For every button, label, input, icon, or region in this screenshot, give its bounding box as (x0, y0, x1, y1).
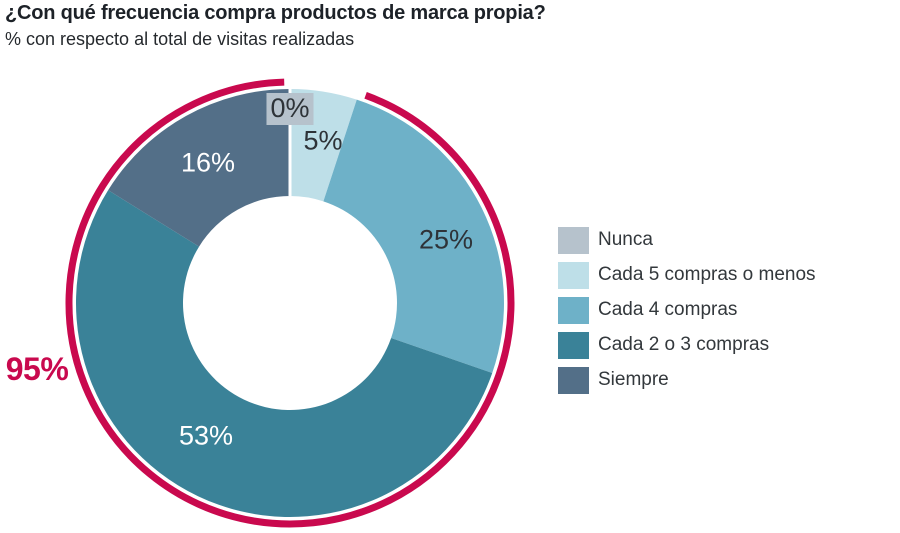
legend-item-cada5: Cada 5 compras o menos (558, 261, 816, 289)
slice-label-cada4: 25% (418, 224, 474, 255)
legend-label: Cada 2 o 3 compras (598, 334, 770, 355)
highlight-total-label: 95% (5, 351, 69, 387)
legend-swatch-siempre (558, 366, 589, 394)
legend-label: Cada 5 compras o menos (598, 264, 816, 285)
donut-slice (75, 190, 493, 517)
legend-swatch-cada4 (558, 296, 589, 324)
legend-label: Siempre (598, 369, 669, 390)
donut-slice (108, 89, 291, 247)
legend-item-siempre: Siempre (558, 366, 816, 394)
legend: Nunca Cada 5 compras o menos Cada 4 comp… (558, 226, 816, 401)
donut-svg (65, 78, 515, 528)
donut-chart: 0% 5% 25% 53% 16% 95% (5, 78, 515, 528)
slice-label-siempre: 16% (180, 147, 236, 178)
chart-subtitle: % con respecto al total de visitas reali… (5, 29, 355, 49)
highlight-arc (65, 78, 515, 528)
chart-title: ¿Con qué frecuencia compra productos de … (5, 2, 546, 24)
legend-swatch-nunca (558, 226, 589, 254)
legend-swatch-cada2o3 (558, 331, 589, 359)
legend-item-cada2o3: Cada 2 o 3 compras (558, 331, 816, 359)
donut-slice (323, 99, 504, 373)
legend-label: Cada 4 compras (598, 299, 738, 320)
legend-item-nunca: Nunca (558, 226, 816, 254)
legend-item-cada4: Cada 4 compras (558, 296, 816, 324)
slice-label-cada5: 5% (303, 125, 343, 156)
slice-label-cada2o3: 53% (178, 420, 234, 451)
legend-label: Nunca (598, 229, 653, 250)
legend-swatch-cada5 (558, 261, 589, 289)
slice-label-nunca: 0% (266, 93, 314, 125)
